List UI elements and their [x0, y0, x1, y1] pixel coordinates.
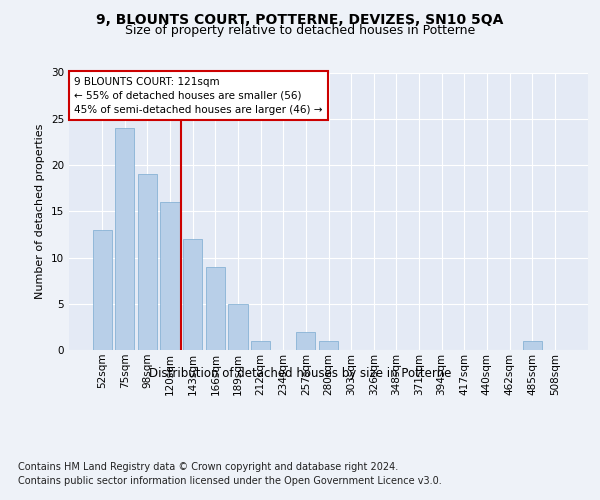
Bar: [138, 174, 157, 350]
Bar: [92, 230, 112, 350]
Bar: [183, 239, 202, 350]
Bar: [296, 332, 316, 350]
Bar: [115, 128, 134, 350]
Text: Contains HM Land Registry data © Crown copyright and database right 2024.: Contains HM Land Registry data © Crown c…: [18, 462, 398, 472]
Bar: [206, 267, 225, 350]
Text: Size of property relative to detached houses in Potterne: Size of property relative to detached ho…: [125, 24, 475, 37]
Text: 9 BLOUNTS COURT: 121sqm
← 55% of detached houses are smaller (56)
45% of semi-de: 9 BLOUNTS COURT: 121sqm ← 55% of detache…: [74, 76, 323, 114]
Text: Distribution of detached houses by size in Potterne: Distribution of detached houses by size …: [149, 368, 451, 380]
Bar: [251, 341, 270, 350]
Bar: [229, 304, 248, 350]
Text: Contains public sector information licensed under the Open Government Licence v3: Contains public sector information licen…: [18, 476, 442, 486]
Y-axis label: Number of detached properties: Number of detached properties: [35, 124, 46, 299]
Bar: [319, 341, 338, 350]
Bar: [523, 341, 542, 350]
Text: 9, BLOUNTS COURT, POTTERNE, DEVIZES, SN10 5QA: 9, BLOUNTS COURT, POTTERNE, DEVIZES, SN1…: [97, 12, 503, 26]
Bar: [160, 202, 180, 350]
